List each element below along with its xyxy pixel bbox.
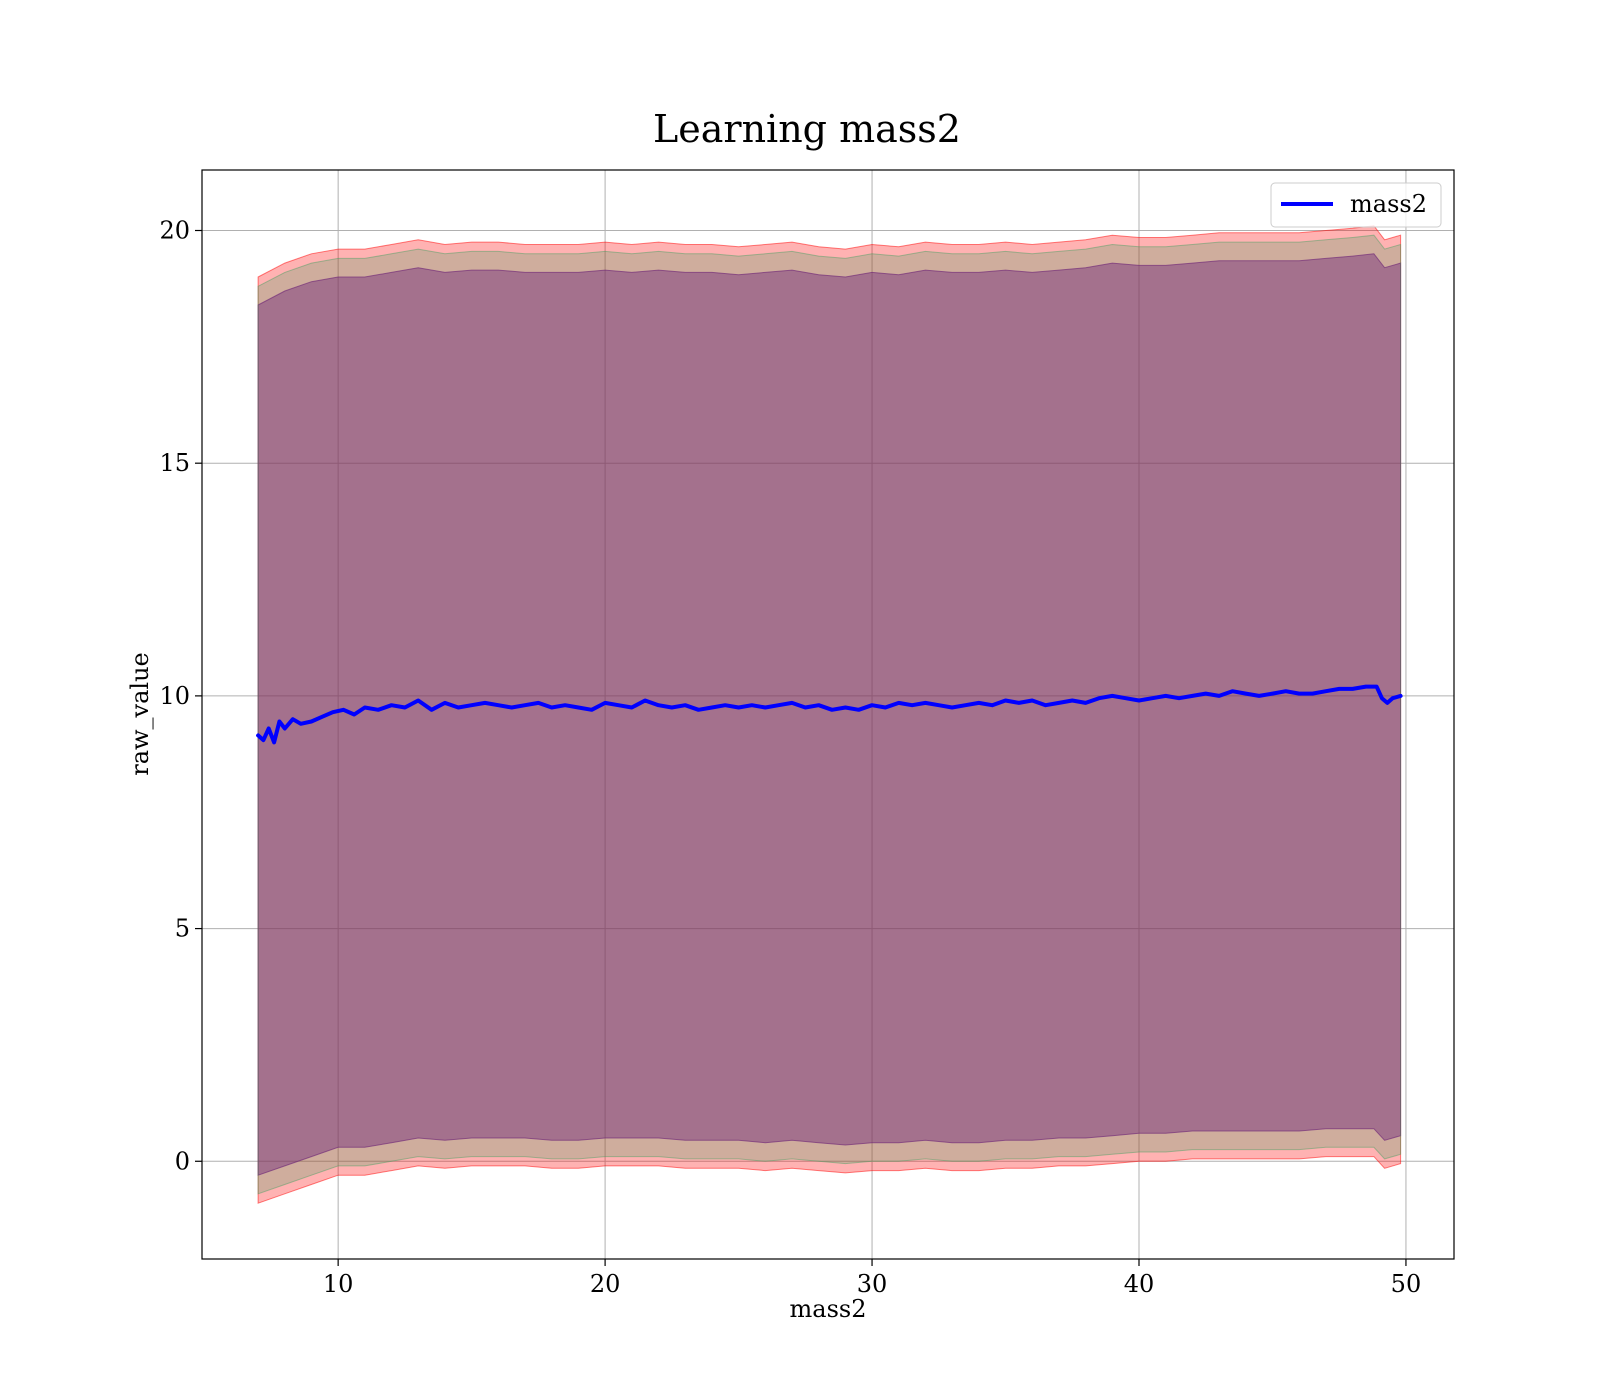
legend-box (1270, 182, 1442, 228)
chart-title: Learning mass2 (653, 107, 961, 151)
y-tick-label: 20 (159, 217, 190, 245)
tick-layer: 10 20 30 40 50 0 5 10 15 20 (159, 217, 1421, 1299)
confidence-band-3 (257, 234, 1402, 1195)
y-tick-label: 0 (175, 1147, 190, 1175)
plot-frame (201, 169, 1455, 1260)
series-line-mass2 (256, 684, 1403, 745)
legend: mass2 (1270, 182, 1442, 228)
y-axis-label: raw_value (126, 652, 154, 776)
x-tick-label: 50 (1391, 1270, 1422, 1298)
confidence-band-1 (257, 225, 1402, 1204)
x-tick-label: 10 (323, 1270, 354, 1298)
band-layer (257, 225, 1402, 1204)
y-tick-label: 5 (175, 915, 190, 943)
x-axis-label: mass2 (790, 1295, 867, 1323)
y-tick-label: 10 (159, 682, 190, 710)
x-tick-label: 40 (1124, 1270, 1155, 1298)
legend-label: mass2 (1350, 190, 1427, 218)
line-layer (256, 684, 1403, 745)
confidence-band-2 (257, 253, 1402, 1176)
x-tick-label: 20 (590, 1270, 621, 1298)
y-tick-label: 15 (159, 449, 190, 477)
grid-layer (202, 170, 1454, 1259)
x-tick-label: 30 (857, 1270, 888, 1298)
